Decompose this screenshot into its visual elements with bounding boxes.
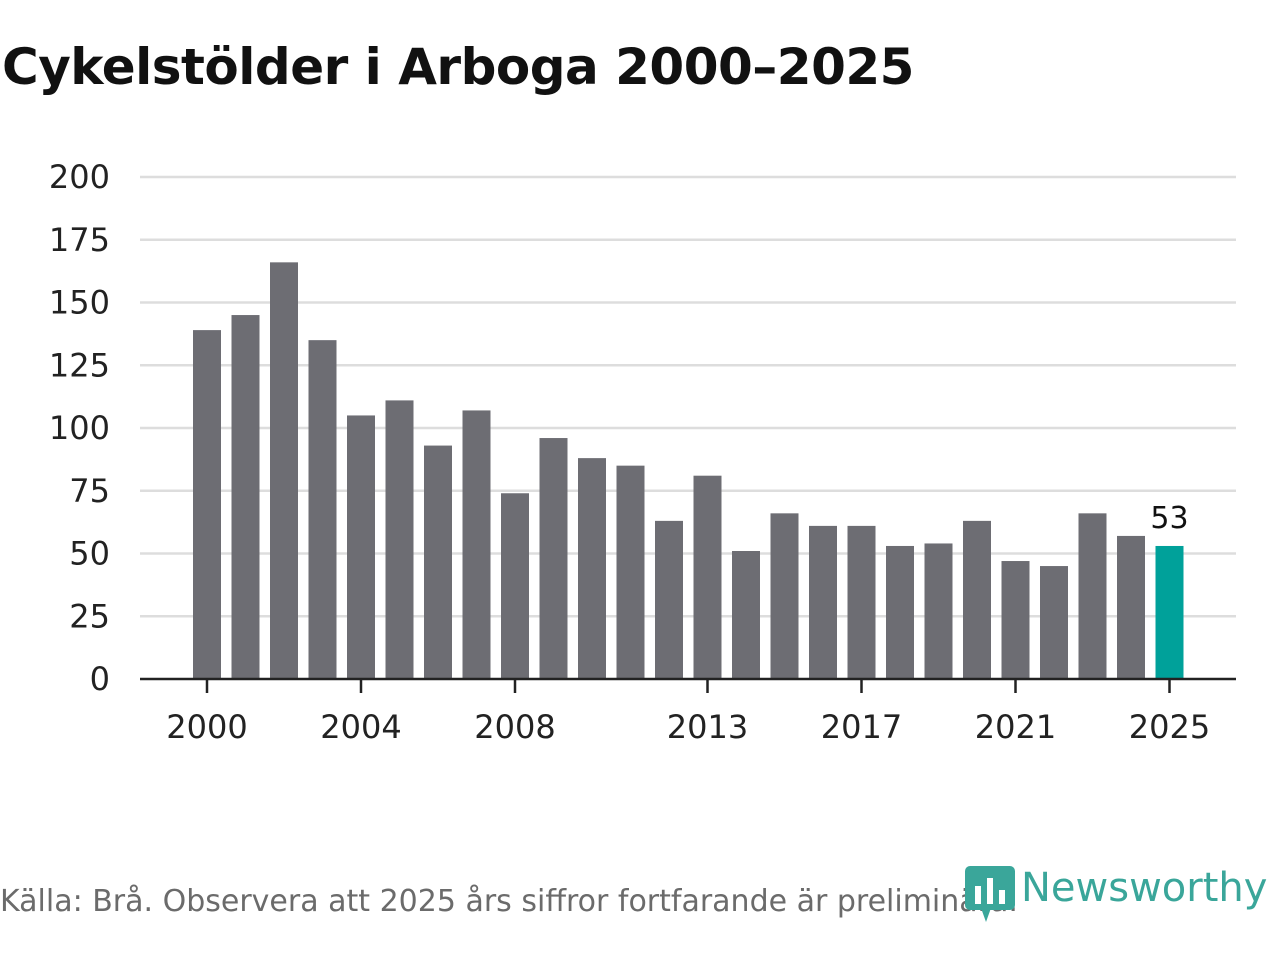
y-tick-label: 125 <box>49 346 110 384</box>
x-tick-label: 2004 <box>320 708 401 746</box>
bar-2005[interactable] <box>385 400 414 679</box>
bar-2015[interactable] <box>770 513 799 679</box>
bar-2020[interactable] <box>963 520 991 679</box>
bar-2001[interactable] <box>231 315 260 679</box>
y-tick-label: 50 <box>69 535 110 573</box>
bar-2002[interactable] <box>270 262 298 679</box>
y-tick-label: 175 <box>49 221 110 259</box>
x-axis-ticks: 2000 2004 2008 2013 2017 2021 2025 <box>166 679 1210 746</box>
bar-2010[interactable] <box>578 458 606 679</box>
bar-2022[interactable] <box>1040 566 1068 679</box>
bar-2018[interactable] <box>886 545 914 679</box>
data-label-2025: 53 <box>1150 501 1188 536</box>
bar-2023[interactable] <box>1078 513 1107 679</box>
y-tick-label: 75 <box>69 472 110 510</box>
x-tick-label: 2008 <box>474 708 555 746</box>
gridlines <box>140 175 1236 618</box>
bar-2004[interactable] <box>347 415 375 679</box>
bar-2014[interactable] <box>732 550 760 679</box>
bar-2024[interactable] <box>1117 535 1145 679</box>
bars <box>193 262 1184 679</box>
bar-2009[interactable] <box>539 438 568 679</box>
bar-2003[interactable] <box>308 340 337 679</box>
brand-name: Newsworthy <box>1021 865 1268 911</box>
bar-2021[interactable] <box>1001 561 1030 679</box>
newsworthy-logo[interactable]: Newsworthy <box>965 862 1267 924</box>
bar-2025[interactable] <box>1155 545 1184 679</box>
source-note: Källa: Brå. Observera att 2025 års siffr… <box>0 884 1018 919</box>
bar-2012[interactable] <box>655 520 683 679</box>
y-tick-label: 150 <box>49 284 110 322</box>
data-labels: 53 <box>1150 501 1188 536</box>
bar-2007[interactable] <box>462 410 491 679</box>
x-tick-label: 2021 <box>975 708 1056 746</box>
y-tick-label: 25 <box>69 597 110 635</box>
bar-2011[interactable] <box>616 465 645 679</box>
bar-2019[interactable] <box>924 543 953 679</box>
y-tick-label: 0 <box>90 660 110 698</box>
y-tick-label: 100 <box>49 409 110 447</box>
bar-2008[interactable] <box>501 493 529 679</box>
chart-title: Cykelstölder i Arboga 2000–2025 <box>2 38 914 96</box>
x-tick-label: 2025 <box>1129 708 1210 746</box>
x-tick-label: 2017 <box>821 708 902 746</box>
y-axis-ticks: 0 25 50 75 100 125 150 175 200 <box>49 158 110 698</box>
bar-2016[interactable] <box>809 525 837 679</box>
bar-2017[interactable] <box>847 525 876 679</box>
bar-2000[interactable] <box>193 330 221 679</box>
x-tick-label: 2013 <box>667 708 748 746</box>
y-tick-label: 200 <box>49 158 110 196</box>
newsworthy-logo-icon <box>965 866 1015 922</box>
bar-2006[interactable] <box>424 445 452 679</box>
bar-2013[interactable] <box>693 475 722 679</box>
x-tick-label: 2000 <box>166 708 247 746</box>
